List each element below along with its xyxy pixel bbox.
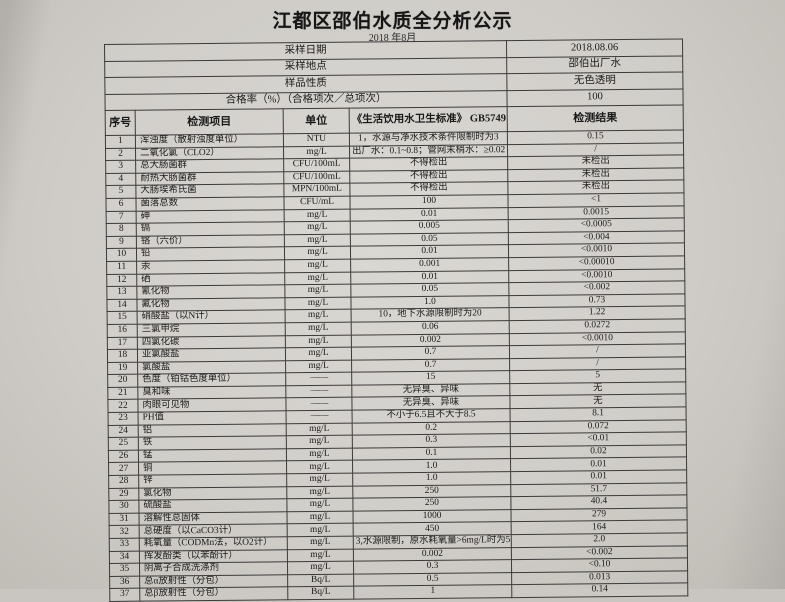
row-unit: mg/L xyxy=(284,296,352,311)
row-item-name: 总β放射性（分包） xyxy=(139,587,288,602)
row-index: 21 xyxy=(107,387,138,400)
row-unit: mg/L xyxy=(284,233,351,248)
row-index: 28 xyxy=(108,475,139,489)
row-unit: mg/L xyxy=(284,208,351,222)
row-index: 36 xyxy=(109,575,140,589)
water-quality-table: 采样日期 2018.08.06 采样地点 邵伯出厂水 样品性质 无色透明 合格率（%）（合格… xyxy=(104,38,688,602)
row-unit: —— xyxy=(285,385,352,399)
row-index: 3 xyxy=(105,160,136,174)
row-unit: CFU/100mL xyxy=(283,158,350,172)
row-index: 24 xyxy=(108,424,139,438)
row-unit: NTU xyxy=(283,133,350,147)
row-index: 15 xyxy=(107,311,138,325)
column-header-result: 检测结果 xyxy=(507,104,684,132)
meta-value: 100 xyxy=(506,88,684,107)
row-unit: —— xyxy=(286,410,353,424)
column-header-unit: 单位 xyxy=(283,108,350,134)
row-index: 20 xyxy=(107,374,138,388)
row-unit: mg/L xyxy=(287,561,354,575)
row-unit: mg/L xyxy=(287,548,354,562)
row-index: 27 xyxy=(108,462,139,476)
row-unit: mg/L xyxy=(283,145,350,159)
paper-background xyxy=(0,0,785,589)
row-index: 34 xyxy=(109,550,140,564)
row-result: 0.14 xyxy=(511,583,688,598)
row-unit: Bq/L xyxy=(287,586,354,600)
row-index: 7 xyxy=(106,210,137,224)
column-header-no: 序号 xyxy=(105,110,136,136)
water-quality-table-wrapper: 采样日期 2018.08.06 采样地点 邵伯出厂水 样品性质 无色透明 合格率（%）（合格… xyxy=(104,38,688,602)
row-index: 32 xyxy=(109,525,140,539)
row-index: 1 xyxy=(105,135,136,149)
row-index: 22 xyxy=(107,399,139,413)
row-unit: mg/L xyxy=(284,246,351,260)
row-index: 13 xyxy=(106,286,137,300)
row-index: 19 xyxy=(107,361,138,375)
row-unit: mg/L xyxy=(286,498,353,512)
row-unit: mg/L xyxy=(284,221,351,235)
report-sheet: 江都区邵伯水质全分析公示 2018 年8月 采样日期 2018.08.06 采样地点… xyxy=(104,11,688,602)
row-unit: —— xyxy=(285,372,352,386)
row-index: 8 xyxy=(106,223,137,237)
row-index: 11 xyxy=(106,261,137,275)
column-header-standard: 《生活饮用水卫生标准》 GB5749 xyxy=(349,106,508,134)
row-index: 4 xyxy=(105,172,136,186)
row-index: 17 xyxy=(107,336,138,350)
row-index: 10 xyxy=(106,248,137,262)
row-unit: mg/L xyxy=(285,322,352,336)
row-unit: —— xyxy=(285,397,353,411)
row-unit: mg/L xyxy=(285,347,352,361)
row-index: 33 xyxy=(109,538,140,552)
row-unit: mg/L xyxy=(287,523,354,537)
row-index: 6 xyxy=(105,198,137,212)
row-index: 37 xyxy=(109,588,140,602)
row-unit: mg/L xyxy=(284,284,351,298)
row-unit: MPN/100mL xyxy=(283,183,350,197)
row-unit: mg/L xyxy=(286,447,353,462)
row-unit: mg/L xyxy=(286,485,353,499)
column-header-item: 检测项目 xyxy=(135,108,284,136)
row-unit: CFU/mL xyxy=(283,196,351,210)
row-index: 35 xyxy=(109,563,140,577)
row-unit: Bq/L xyxy=(287,573,354,588)
row-index: 18 xyxy=(107,349,138,363)
row-index: 9 xyxy=(106,235,137,249)
row-index: 2 xyxy=(105,147,136,161)
row-unit: mg/L xyxy=(286,435,353,449)
row-unit: mg/L xyxy=(285,334,352,348)
row-unit: CFU/100mL xyxy=(283,170,350,185)
row-index: 23 xyxy=(108,412,139,426)
row-index: 14 xyxy=(106,298,138,312)
row-unit: mg/L xyxy=(285,359,352,374)
meta-value: 2018.08.06 xyxy=(506,38,683,58)
meta-value: 无色透明 xyxy=(506,71,683,91)
row-unit: mg/L xyxy=(285,309,352,323)
row-index: 16 xyxy=(107,324,138,337)
row-index: 5 xyxy=(105,185,136,199)
row-index: 12 xyxy=(106,273,137,287)
row-unit: mg/L xyxy=(286,422,353,437)
row-unit: mg/L xyxy=(286,460,353,474)
row-unit: mg/L xyxy=(284,271,351,285)
row-unit: mg/L xyxy=(287,536,354,550)
row-unit: mg/L xyxy=(286,473,353,487)
page-subtitle: 2018 年8月 xyxy=(368,33,417,44)
row-standard: 1 xyxy=(353,584,512,600)
row-unit: mg/L xyxy=(286,510,354,525)
meta-value: 邵伯出厂水 xyxy=(506,55,683,74)
page-title: 江都区邵伯水质全分析公示 xyxy=(272,11,513,32)
row-unit: mg/L xyxy=(284,259,351,273)
row-index: 29 xyxy=(108,487,139,501)
row-index: 30 xyxy=(108,500,140,514)
row-index: 31 xyxy=(109,512,140,526)
row-index: 25 xyxy=(108,437,139,451)
table-body: 采样日期 2018.08.06 采样地点 邵伯出厂水 样品性质 无色透明 合格率（%）（合格… xyxy=(104,38,688,602)
row-index: 26 xyxy=(108,450,139,463)
